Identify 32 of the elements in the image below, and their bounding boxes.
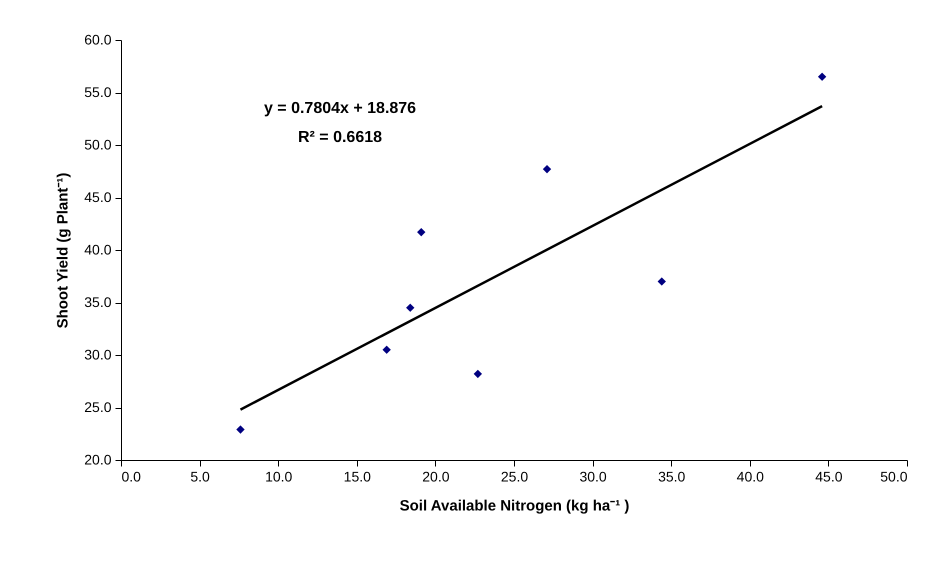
point — [382, 346, 391, 354]
x-tick-label: 50.0 — [880, 468, 908, 484]
point — [406, 304, 414, 312]
y-tick-label: 55.0 — [84, 84, 112, 100]
y-axis-title: Shoot Yield (g Plant⁻¹) — [54, 172, 72, 328]
y-tick-label: 30.0 — [84, 346, 112, 362]
y-tick-label: 35.0 — [84, 294, 112, 310]
annotation: y = 0.7804x + 18.876 — [264, 100, 416, 117]
x-tick-label: 0.0 — [122, 468, 142, 484]
x-tick-label: 15.0 — [344, 468, 372, 484]
x-axis-title: Soil Available Nitrogen (kg ha⁻¹ ) — [400, 498, 630, 514]
x-tick-label: 20.0 — [422, 468, 450, 484]
point — [474, 370, 482, 378]
y-tick-label: 50.0 — [84, 136, 112, 152]
y-tick-label: 45.0 — [84, 189, 112, 205]
point — [658, 277, 666, 286]
point — [818, 72, 826, 81]
x-tick-label: 30.0 — [579, 468, 607, 484]
x-tick-label: 40.0 — [736, 468, 764, 484]
x-tick-label: 45.0 — [815, 468, 843, 484]
x-tick-label: 35.0 — [658, 468, 686, 484]
y-tick-label: 20.0 — [84, 452, 112, 468]
y-tick-label: 25.0 — [84, 399, 112, 415]
point — [236, 425, 245, 434]
y-tick-label: 40.0 — [84, 242, 112, 258]
x-tick-label: 5.0 — [190, 468, 210, 484]
y-tick-label: 60.0 — [84, 32, 112, 48]
x-tick-label: 25.0 — [500, 468, 528, 484]
annotation: R² = 0.6618 — [298, 129, 382, 146]
x-tick-label: 10.0 — [265, 468, 293, 484]
point — [417, 228, 426, 236]
point — [542, 164, 552, 174]
